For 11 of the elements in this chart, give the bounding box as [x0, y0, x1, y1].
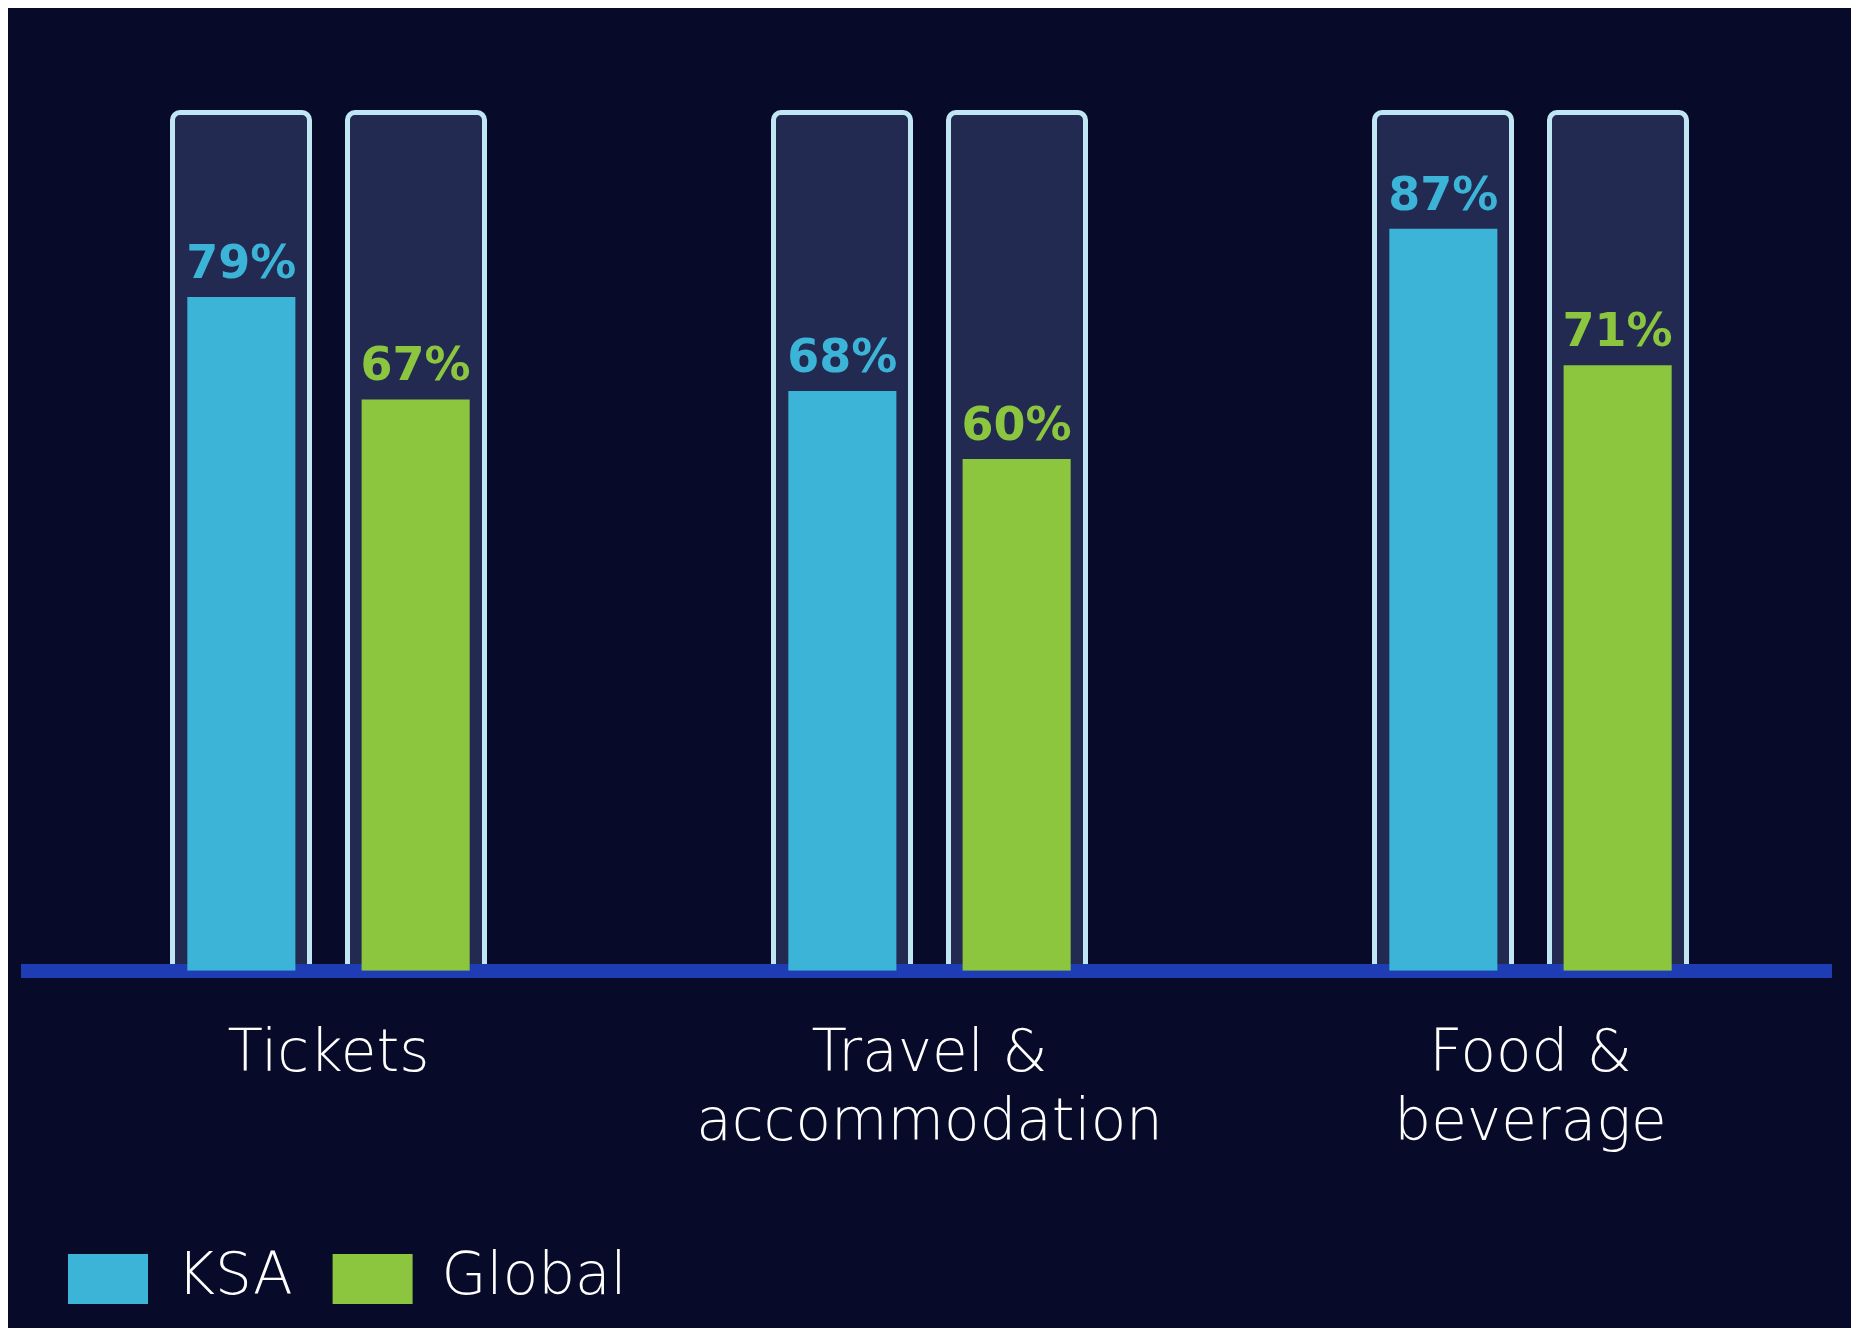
data-label: 60%	[961, 397, 1072, 452]
legend-label: Global	[441, 1240, 627, 1309]
data-label: 87%	[1388, 166, 1499, 221]
data-label: 67%	[360, 337, 471, 392]
legend-label: KSA	[177, 1240, 293, 1309]
x-tick-label: Tickets	[227, 1016, 430, 1085]
x-tick-label: Food & beverage	[1394, 1016, 1667, 1155]
data-label: 71%	[1562, 303, 1673, 358]
x-tick-label: Travel & accommodation	[696, 1016, 1163, 1155]
data-label: 68%	[787, 328, 898, 383]
data-label: 79%	[186, 235, 297, 290]
